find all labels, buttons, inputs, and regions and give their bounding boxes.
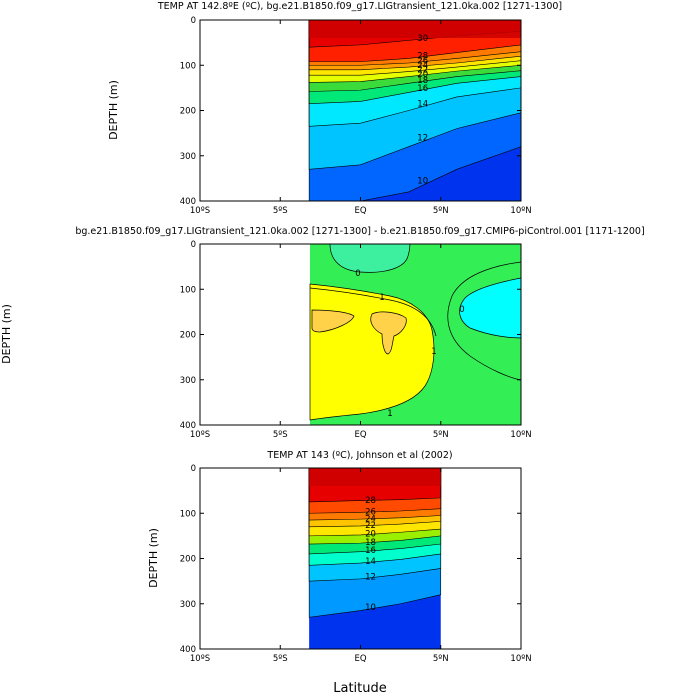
x-axis-label: Latitude [333, 681, 387, 696]
temp-band-warmest [309, 20, 521, 38]
x-tick-label: 5ºS [273, 206, 288, 216]
x-tick-label: EQ [354, 654, 366, 664]
panel-2-labels: 0 1 0 1 1 [355, 269, 464, 419]
contour-label: 1 [387, 409, 392, 419]
panel-2-field [309, 244, 521, 425]
panel-3: TEMP AT 143 (ºC), Johnson et al (2002) D… [147, 450, 532, 664]
y-tick-label: 0 [191, 464, 196, 474]
contour-label: 16 [365, 546, 376, 556]
x-tick-label: 10ºS [190, 654, 210, 664]
x-tick-label: 10ºN [510, 654, 531, 664]
contour-label: 24 [365, 514, 376, 524]
panel-2-title: bg.e21.B1850.f09_g17.LIGtransient_121.0k… [75, 226, 644, 237]
contour-label: 20 [365, 530, 376, 540]
contour-label: 20 [417, 70, 428, 80]
contour-label: 26 [365, 508, 376, 518]
contour-label: 22 [417, 65, 428, 75]
contour-label: 0 [459, 305, 464, 315]
contour-label: 24 [417, 61, 428, 71]
y-tick-label: 400 [180, 421, 196, 431]
panel-3-field [308, 468, 442, 649]
temp-band-warmest [309, 468, 441, 486]
panel-3-title: TEMP AT 143 (ºC), Johnson et al (2002) [266, 450, 452, 461]
x-tick-label: 10ºN [510, 206, 531, 216]
x-tick-label: EQ [354, 430, 366, 440]
diff-region-max-center [370, 311, 407, 355]
y-tick-label: 200 [180, 107, 196, 117]
y-tick-label: 300 [180, 152, 196, 162]
contour-label: 10 [417, 177, 428, 187]
y-tick-label: 400 [180, 197, 196, 207]
contour-label: 28 [365, 496, 376, 506]
contour-label: 0 [355, 269, 360, 279]
panel-1-field [308, 20, 521, 201]
x-tick-label: 5ºN [433, 206, 449, 216]
x-tick-label: 5ºN [433, 430, 449, 440]
contour-label: 1 [379, 293, 384, 303]
panel-3-axes: 10ºS 5ºS EQ 5ºN 10ºN 0 100 200 300 400 [180, 464, 532, 664]
contour-label: 18 [417, 76, 428, 86]
y-tick-label: 200 [180, 331, 196, 341]
diff-region-upper-zero [329, 244, 411, 273]
y-tick-label: 100 [180, 61, 196, 71]
x-tick-label: 10ºS [190, 206, 210, 216]
x-tick-label: EQ [354, 206, 366, 216]
panel-2-ylabel: DEPTH (m) [0, 304, 13, 364]
panel-1-ylabel: DEPTH (m) [107, 80, 120, 140]
y-tick-label: 300 [180, 376, 196, 386]
contour-label: 18 [365, 538, 376, 548]
x-tick-label: 10ºN [510, 430, 531, 440]
x-tick-label: 10ºS [190, 430, 210, 440]
y-tick-label: 300 [180, 600, 196, 610]
diff-region-max-left [311, 309, 355, 333]
contour-label: 26 [417, 57, 428, 67]
y-tick-label: 100 [180, 285, 196, 295]
x-tick-label: 5ºN [433, 654, 449, 664]
y-tick-label: 0 [191, 16, 196, 26]
contour-label: 22 [365, 521, 376, 531]
panel-3-ylabel: DEPTH (m) [147, 528, 160, 588]
contour-label: 16 [417, 84, 428, 94]
contour-label: 10 [365, 603, 376, 613]
contour-label: 12 [365, 573, 376, 583]
contour-label: 30 [417, 34, 428, 44]
y-tick-label: 200 [180, 555, 196, 565]
contour-label: 12 [417, 134, 428, 144]
diff-contour-upper [309, 287, 437, 337]
y-tick-label: 400 [180, 645, 196, 655]
y-tick-label: 100 [180, 509, 196, 519]
panel-1-title: TEMP AT 142.8ºE (ºC), bg.e21.B1850.f09_g… [157, 1, 562, 12]
panel-2: bg.e21.B1850.f09_g17.LIGtransient_121.0k… [0, 226, 645, 440]
x-tick-label: 5ºS [273, 654, 288, 664]
x-tick-label: 5ºS [273, 430, 288, 440]
panel-1: TEMP AT 142.8ºE (ºC), bg.e21.B1850.f09_g… [107, 1, 562, 216]
panel-1-axes: 10ºS 5ºS EQ 5ºN 10ºN 0 100 200 300 400 [180, 16, 532, 216]
contour-label: 14 [365, 557, 376, 567]
diff-region-cool-outline [447, 261, 521, 381]
contour-label: 14 [417, 100, 428, 110]
contour-label: 28 [417, 52, 428, 62]
contour-label: 1 [431, 347, 436, 357]
y-tick-label: 0 [191, 240, 196, 250]
diff-region-cool [459, 277, 521, 339]
